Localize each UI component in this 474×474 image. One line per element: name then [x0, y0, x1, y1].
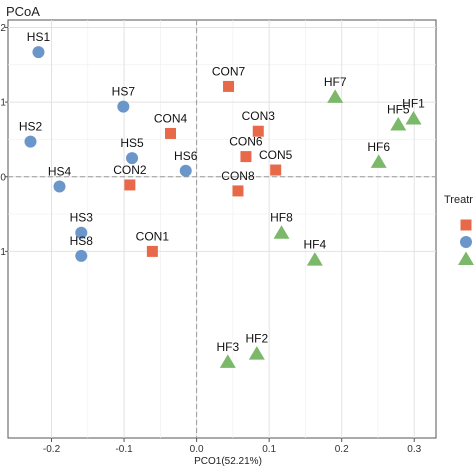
label-hs5: HS5	[120, 136, 144, 150]
label-hs3: HS3	[70, 211, 94, 225]
point-con7	[223, 80, 235, 92]
point-hf6	[370, 154, 387, 168]
point-con2	[124, 179, 136, 191]
label-hf3: HF3	[216, 340, 239, 354]
x-tick-label: -0.2	[43, 444, 61, 455]
point-con1	[146, 245, 158, 257]
point-hf3	[219, 354, 236, 368]
point-hs7	[117, 100, 130, 113]
label-con5: CON5	[259, 148, 293, 162]
x-axis-label: PCO1(52.21%)	[194, 456, 262, 467]
label-hf6: HF6	[367, 140, 390, 154]
point-hs6	[179, 164, 192, 177]
label-hf7: HF7	[324, 75, 347, 89]
legend: Treatr	[444, 194, 474, 265]
label-con8: CON8	[221, 169, 255, 183]
label-hf2: HF2	[245, 332, 268, 346]
label-hf1: HF1	[402, 97, 425, 111]
point-hf5	[390, 117, 407, 131]
point-hs5	[126, 152, 139, 165]
x-tick-label: -0.1	[115, 444, 133, 455]
label-con2: CON2	[113, 163, 147, 177]
point-hs2	[24, 135, 37, 148]
chart-title: PCoA	[6, 4, 40, 19]
label-con4: CON4	[154, 111, 188, 125]
point-hf1	[405, 111, 422, 125]
plot-area	[7, 19, 437, 439]
label-hf5: HF5	[387, 103, 410, 117]
point-hf4	[306, 252, 323, 266]
point-hf7	[327, 89, 344, 103]
point-hs3	[75, 226, 88, 239]
reference-lines	[8, 20, 436, 438]
label-hs8: HS8	[70, 234, 94, 248]
label-con1: CON1	[136, 229, 170, 243]
label-hs2: HS2	[19, 120, 43, 134]
y-tick-label: .2	[0, 23, 6, 34]
point-hf2	[248, 346, 265, 360]
label-con6: CON6	[229, 135, 263, 149]
legend-key-triangle	[458, 251, 474, 265]
label-hs7: HS7	[112, 85, 136, 99]
point-con5	[270, 164, 282, 176]
x-tick-label: 0.2	[335, 444, 349, 455]
y-tick-label: .1	[0, 98, 6, 109]
label-hs1: HS1	[27, 30, 51, 44]
point-con8	[232, 185, 244, 197]
label-hs4: HS4	[48, 164, 72, 178]
point-hf8	[273, 225, 290, 239]
point-hs1	[32, 46, 45, 59]
y-axis-ticks: .2 .1 .0 .1	[0, 23, 8, 258]
label-hs6: HS6	[174, 149, 198, 163]
x-tick-label: 0.1	[262, 444, 276, 455]
y-tick-label: .1	[0, 247, 6, 258]
legend-title: Treatr	[444, 194, 473, 206]
x-tick-label: 0.3	[407, 444, 421, 455]
x-axis-ticks: -0.2 -0.1 0.0 0.1 0.2 0.3	[43, 438, 422, 455]
point-con6	[240, 151, 252, 163]
y-tick-label: .0	[0, 172, 6, 183]
legend-key-square	[460, 219, 472, 231]
point-hs4	[53, 180, 66, 193]
label-hf4: HF4	[304, 238, 327, 252]
point-hs8	[75, 249, 88, 262]
point-con4	[164, 127, 176, 139]
label-con3: CON3	[242, 109, 276, 123]
point-con3	[252, 125, 264, 137]
legend-keys	[458, 219, 474, 265]
label-hf8: HF8	[270, 211, 293, 225]
grid-lines	[8, 20, 436, 438]
label-con7: CON7	[212, 64, 246, 78]
x-tick-label: 0.0	[190, 444, 204, 455]
legend-key-circle	[460, 236, 472, 248]
